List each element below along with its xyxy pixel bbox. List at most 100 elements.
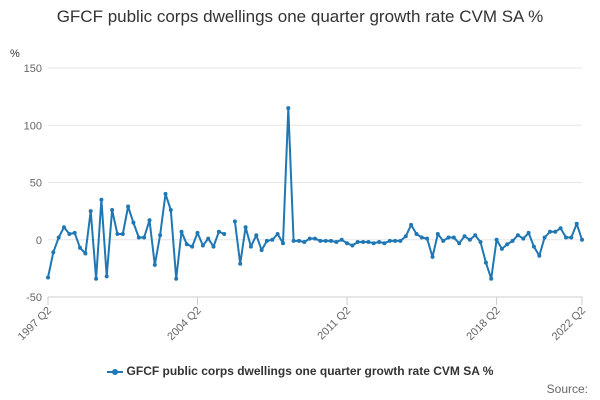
- data-point[interactable]: [526, 230, 531, 235]
- data-point[interactable]: [104, 274, 109, 279]
- data-point[interactable]: [580, 237, 584, 242]
- data-point[interactable]: [430, 254, 435, 259]
- data-point[interactable]: [110, 208, 115, 212]
- data-point[interactable]: [531, 244, 536, 249]
- data-point[interactable]: [425, 236, 430, 241]
- data-point[interactable]: [355, 240, 360, 244]
- data-point[interactable]: [558, 226, 563, 231]
- data-point[interactable]: [361, 240, 366, 244]
- data-point[interactable]: [329, 238, 333, 243]
- data-point[interactable]: [216, 229, 221, 234]
- data-point[interactable]: [46, 275, 50, 280]
- data-point[interactable]: [62, 225, 66, 230]
- data-point[interactable]: [569, 235, 574, 240]
- data-point[interactable]: [67, 232, 72, 236]
- data-point[interactable]: [281, 241, 285, 246]
- data-point[interactable]: [313, 236, 317, 241]
- data-point[interactable]: [206, 236, 211, 241]
- data-point[interactable]: [489, 276, 494, 281]
- series-line[interactable]: [47, 107, 583, 280]
- data-point[interactable]: [142, 235, 147, 240]
- data-point[interactable]: [195, 230, 200, 235]
- data-point[interactable]: [398, 238, 403, 243]
- legend[interactable]: GFCF public corps dwellings one quarter …: [0, 364, 600, 378]
- data-point[interactable]: [542, 235, 547, 240]
- data-point[interactable]: [291, 238, 296, 243]
- data-point[interactable]: [510, 238, 515, 243]
- data-point[interactable]: [179, 229, 184, 234]
- data-point[interactable]: [548, 229, 552, 234]
- data-point[interactable]: [302, 240, 307, 244]
- data-point[interactable]: [72, 230, 77, 235]
- data-point[interactable]: [190, 244, 195, 249]
- data-point[interactable]: [387, 238, 392, 243]
- data-point[interactable]: [307, 236, 312, 241]
- data-point[interactable]: [409, 222, 414, 227]
- data-point[interactable]: [483, 260, 488, 265]
- data-point[interactable]: [457, 241, 462, 246]
- data-point[interactable]: [419, 235, 424, 240]
- data-point[interactable]: [174, 276, 179, 281]
- data-point[interactable]: [163, 191, 168, 196]
- data-point[interactable]: [345, 241, 349, 246]
- data-point[interactable]: [248, 244, 253, 249]
- series-points[interactable]: [46, 106, 584, 281]
- data-point[interactable]: [499, 246, 504, 251]
- data-point[interactable]: [152, 262, 157, 267]
- data-point[interactable]: [451, 235, 456, 240]
- data-point[interactable]: [339, 237, 344, 242]
- data-point[interactable]: [286, 106, 291, 111]
- data-point[interactable]: [505, 242, 510, 247]
- data-point[interactable]: [366, 240, 371, 244]
- data-point[interactable]: [168, 208, 173, 212]
- data-point[interactable]: [238, 261, 243, 266]
- data-point[interactable]: [521, 236, 526, 241]
- data-point[interactable]: [200, 243, 205, 248]
- data-point[interactable]: [158, 233, 163, 238]
- data-point[interactable]: [254, 233, 259, 238]
- data-point[interactable]: [211, 244, 216, 249]
- data-point[interactable]: [243, 225, 248, 230]
- data-point[interactable]: [147, 218, 152, 223]
- data-point[interactable]: [371, 241, 376, 246]
- data-point[interactable]: [126, 204, 131, 209]
- data-point[interactable]: [446, 235, 451, 240]
- data-point[interactable]: [515, 233, 520, 238]
- series-line-segment[interactable]: [47, 192, 225, 280]
- data-point[interactable]: [350, 243, 355, 248]
- data-point[interactable]: [94, 276, 99, 281]
- data-point[interactable]: [382, 241, 387, 246]
- data-point[interactable]: [377, 240, 382, 244]
- data-point[interactable]: [115, 232, 120, 236]
- data-point[interactable]: [83, 251, 88, 256]
- data-point[interactable]: [120, 232, 125, 236]
- data-point[interactable]: [553, 229, 558, 234]
- data-point[interactable]: [184, 242, 189, 247]
- data-point[interactable]: [275, 232, 280, 236]
- data-point[interactable]: [435, 232, 440, 236]
- data-point[interactable]: [264, 238, 269, 243]
- data-point[interactable]: [136, 235, 141, 240]
- data-point[interactable]: [494, 237, 499, 242]
- data-point[interactable]: [334, 240, 339, 244]
- data-point[interactable]: [473, 233, 478, 238]
- data-point[interactable]: [259, 248, 264, 253]
- data-point[interactable]: [99, 197, 104, 202]
- data-point[interactable]: [318, 238, 323, 243]
- data-point[interactable]: [88, 209, 93, 214]
- data-point[interactable]: [564, 235, 568, 240]
- data-point[interactable]: [270, 237, 275, 242]
- data-point[interactable]: [537, 253, 542, 258]
- data-point[interactable]: [323, 238, 328, 243]
- data-point[interactable]: [467, 237, 472, 242]
- data-point[interactable]: [441, 238, 446, 243]
- data-point[interactable]: [232, 219, 237, 224]
- data-point[interactable]: [131, 220, 136, 225]
- data-point[interactable]: [414, 232, 419, 236]
- data-point[interactable]: [393, 238, 398, 243]
- data-point[interactable]: [51, 250, 56, 255]
- data-point[interactable]: [478, 240, 483, 244]
- data-point[interactable]: [574, 221, 579, 226]
- data-point[interactable]: [403, 234, 408, 239]
- data-point[interactable]: [222, 232, 227, 236]
